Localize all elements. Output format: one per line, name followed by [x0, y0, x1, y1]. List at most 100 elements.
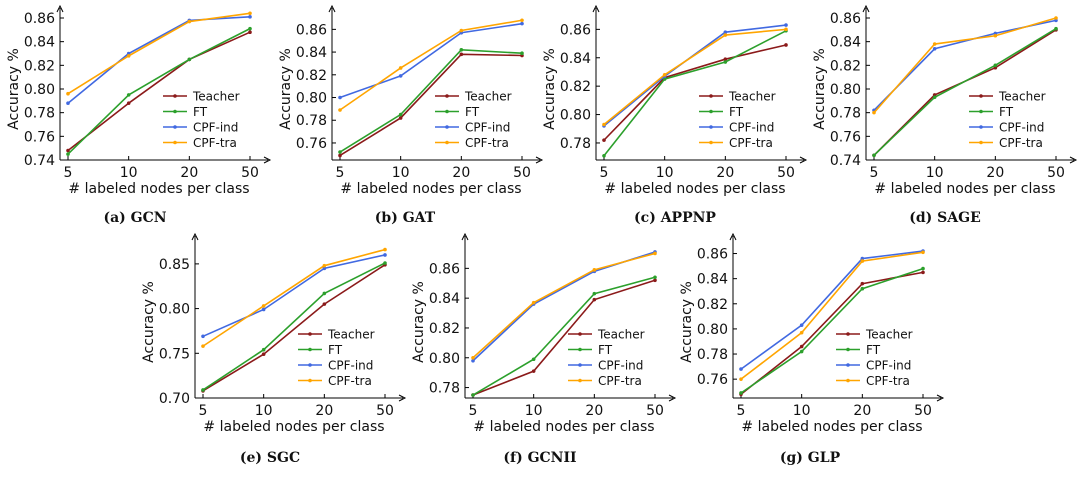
y-tick-label: 0.78 — [560, 136, 591, 152]
x-axis-arrow — [535, 156, 544, 164]
data-point-cpf-tra — [398, 66, 403, 70]
x-tick-label: 10 — [120, 165, 138, 181]
data-point-cpf-ind — [471, 358, 475, 363]
caption-e: (e) SGC — [239, 450, 301, 466]
legend-marker-ft — [173, 109, 177, 114]
legend-marker-ft — [308, 347, 312, 352]
data-point-teacher — [592, 297, 597, 302]
series-line-ft — [339, 48, 523, 153]
y-axis-label: Accuracy % — [812, 48, 828, 130]
x-axis-label: # labeled nodes per class — [473, 419, 654, 435]
data-point-ft — [126, 93, 131, 97]
data-point-cpf-tra — [1054, 16, 1058, 20]
x-tick-label: 20 — [315, 403, 333, 419]
legend-label-cpf-ind: CPF-ind — [328, 359, 373, 373]
data-point-ft — [799, 349, 804, 354]
y-tick-label: 0.76 — [296, 136, 327, 152]
x-tick-label: 5 — [469, 403, 478, 419]
data-point-ft — [201, 388, 205, 392]
series-line-cpf-tra — [339, 19, 523, 111]
data-point-ft — [993, 63, 998, 68]
y-tick-label: 0.80 — [296, 91, 327, 107]
y-axis-arrow — [56, 4, 64, 13]
data-point-teacher — [921, 270, 925, 275]
chart-panel-a: 0.74 0.76 0.78 0.80 0.82 0.84 0.86 5 10 20 50# lab… — [6, 4, 272, 197]
data-point-cpf-tra — [520, 18, 524, 23]
y-tick-label: 0.75 — [159, 346, 190, 362]
series-line-teacher — [339, 53, 523, 157]
series-line-ft — [202, 262, 386, 391]
data-point-cpf-tra — [932, 42, 937, 46]
series-line-cpf-ind — [339, 22, 523, 99]
data-point-cpf-ind — [248, 15, 252, 19]
legend-label-cpf-ind: CPF-ind — [465, 121, 510, 135]
series-line-cpf-ind — [202, 254, 386, 338]
y-tick-label: 0.82 — [560, 79, 591, 95]
legend-label-cpf-tra: CPF-tra — [598, 374, 642, 388]
data-point-ft — [872, 153, 876, 158]
data-point-ft — [459, 48, 464, 52]
data-point-cpf-tra — [592, 268, 597, 272]
data-point-cpf-ind — [383, 253, 387, 257]
y-tick-label: 0.82 — [429, 321, 460, 337]
data-point-ft — [932, 95, 937, 100]
y-axis-arrow — [191, 232, 199, 241]
x-axis-label: # labeled nodes per class — [741, 419, 922, 435]
legend-label-teacher: Teacher — [728, 90, 776, 104]
y-tick-label: 0.82 — [296, 68, 327, 84]
data-point-ft — [921, 266, 925, 271]
y-tick-label: 0.82 — [830, 58, 861, 74]
y-tick-label: 0.86 — [296, 22, 327, 38]
chart-panel-e: 0.70 0.75 0.80 0.85 5 10 20 50# labeled nodes p… — [141, 232, 407, 435]
y-axis-arrow — [328, 4, 336, 13]
series-line-teacher — [603, 44, 787, 141]
series-line-teacher — [67, 31, 251, 152]
data-point-ft — [739, 391, 743, 395]
data-point-cpf-ind — [398, 74, 403, 78]
y-tick-label: 0.80 — [24, 82, 55, 98]
series-line-cpf-ind — [472, 251, 656, 362]
y-tick-label: 0.84 — [830, 35, 861, 51]
x-axis-label: # labeled nodes per class — [874, 181, 1055, 197]
series-line-teacher — [472, 279, 656, 396]
data-point-ft — [338, 150, 342, 154]
data-point-cpf-tra — [921, 250, 925, 255]
series-line-cpf-ind — [67, 16, 251, 104]
legend-label-teacher: Teacher — [597, 328, 645, 342]
legend-marker-cpf-tra — [173, 140, 177, 145]
x-tick-label: 50 — [376, 403, 394, 419]
legend-label-teacher: Teacher — [998, 90, 1046, 104]
data-point-teacher — [126, 101, 131, 105]
legend-marker-cpf-tra — [846, 378, 850, 383]
caption-a: (a) GCN — [103, 210, 167, 226]
data-point-teacher — [66, 148, 70, 153]
legend-label-cpf-tra: CPF-tra — [999, 136, 1043, 150]
data-point-cpf-ind — [261, 307, 266, 312]
y-tick-label: 0.80 — [697, 322, 728, 338]
y-tick-label: 0.84 — [697, 272, 728, 288]
x-tick-label: 5 — [336, 165, 345, 181]
x-axis-arrow — [799, 156, 808, 164]
data-point-teacher — [602, 138, 606, 142]
legend-marker-cpf-tra — [445, 140, 449, 145]
x-tick-label: 20 — [853, 403, 871, 419]
legend-label-ft: FT — [729, 105, 744, 119]
series-line-ft — [603, 30, 787, 157]
data-point-cpf-tra — [471, 355, 475, 360]
x-tick-label: 5 — [199, 403, 208, 419]
data-point-cpf-ind — [784, 23, 788, 27]
y-tick-label: 0.76 — [830, 129, 861, 145]
x-tick-label: 10 — [255, 403, 273, 419]
data-point-ft — [248, 26, 252, 31]
y-tick-label: 0.78 — [697, 347, 728, 363]
data-point-cpf-tra — [261, 304, 266, 308]
data-point-teacher — [860, 281, 865, 286]
data-point-ft — [860, 286, 865, 291]
data-point-cpf-tra — [187, 19, 192, 24]
data-point-teacher — [723, 57, 728, 61]
caption-g: (g) GLP — [779, 450, 841, 466]
y-tick-label: 0.78 — [296, 113, 327, 129]
